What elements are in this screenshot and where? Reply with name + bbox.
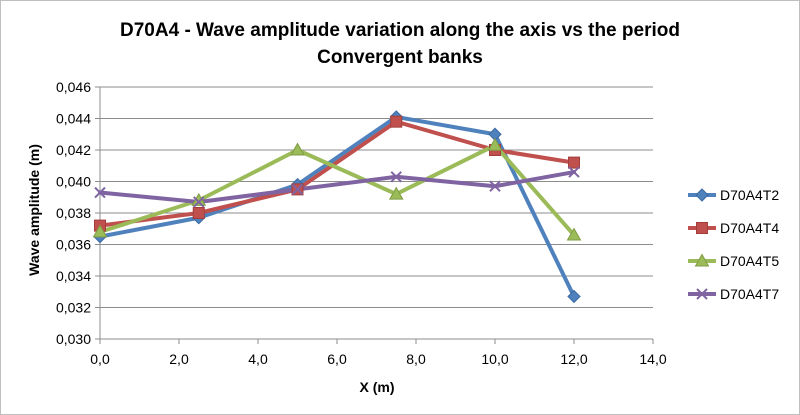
data-point-d70a4t5 <box>388 186 404 200</box>
legend-label: D70A4T7 <box>720 286 779 302</box>
legend-marker <box>695 188 709 202</box>
series-line-d70a4t4 <box>98 119 576 228</box>
data-point-d70a4t7 <box>390 171 402 183</box>
data-point-d70a4t5 <box>290 142 305 156</box>
chart-subtitle: Convergent banks <box>317 47 483 68</box>
x-tick-label: 8,0 <box>406 351 426 367</box>
legend-marker <box>696 222 708 234</box>
legend-item-d70a4t4: D70A4T4 <box>688 220 779 236</box>
series-line-d70a4t7 <box>98 170 576 204</box>
legend-marker <box>694 253 710 267</box>
y-tick-label: 0,040 <box>56 174 91 190</box>
legend-label: D70A4T5 <box>720 253 779 269</box>
y-tick-label: 0,030 <box>56 331 91 347</box>
x-tick-label: 12,0 <box>560 351 587 367</box>
x-tick-label: 10,0 <box>481 351 508 367</box>
x-marker-stroke <box>193 196 205 208</box>
data-point-d70a4t7 <box>193 196 205 208</box>
chart-title: D70A4 - Wave amplitude variation along t… <box>120 20 680 41</box>
y-tick-label: 0,032 <box>56 300 91 316</box>
y-tick-label: 0,034 <box>56 268 91 284</box>
data-point-d70a4t7 <box>291 183 304 196</box>
axes <box>95 86 654 344</box>
legend-item-d70a4t5: D70A4T5 <box>688 253 779 269</box>
y-tick-label: 0,036 <box>56 237 91 253</box>
data-point-d70a4t7 <box>489 180 501 192</box>
legend-item-d70a4t7: D70A4T7 <box>688 286 779 302</box>
legend: D70A4T2 D70A4T4 D70A4T5 D70A4T7 <box>688 187 779 302</box>
series-lines <box>92 110 582 304</box>
data-point-d70a4t5 <box>566 227 582 241</box>
data-point-d70a4t5 <box>487 137 503 151</box>
y-tick-label: 0,038 <box>56 205 91 221</box>
x-marker-stroke <box>390 171 402 183</box>
legend-marker <box>696 288 708 300</box>
data-point-d70a4t7 <box>94 186 106 199</box>
series-line-d70a4t5 <box>98 143 576 238</box>
x-marker-stroke <box>489 180 501 192</box>
y-tick-label: 0,046 <box>56 79 91 95</box>
x-marker-stroke <box>696 288 708 300</box>
x-marker-stroke <box>291 183 304 196</box>
series-line-d70a4t2 <box>98 114 576 299</box>
y-axis-title: Wave amplitude (m) <box>26 144 42 276</box>
x-tick-label: 4,0 <box>248 351 268 367</box>
data-point-d70a4t5 <box>92 224 108 238</box>
data-point-d70a4t2 <box>567 289 581 304</box>
x-axis-title: X (m) <box>360 379 395 395</box>
legend-label: D70A4T4 <box>720 220 779 236</box>
data-point-d70a4t4 <box>192 207 205 219</box>
data-point-d70a4t4 <box>390 115 403 128</box>
data-point-d70a4t7 <box>568 166 580 178</box>
x-marker-stroke <box>94 186 106 199</box>
x-tick-label: 6,0 <box>327 351 347 367</box>
x-marker-stroke <box>568 166 580 178</box>
data-point-d70a4t4 <box>568 156 580 169</box>
y-tick-label: 0,042 <box>56 142 91 158</box>
tick-labels: 0,030 0,032 0,034 0,036 0,038 0,040 0,042 0,044… <box>56 79 667 367</box>
x-tick-label: 0,0 <box>90 351 110 367</box>
gridlines <box>100 86 653 308</box>
y-tick-label: 0,044 <box>56 111 91 127</box>
x-tick-label: 2,0 <box>169 351 189 367</box>
x-tick-label: 14,0 <box>639 351 666 367</box>
legend-label: D70A4T2 <box>720 187 779 203</box>
legend-item-d70a4t2: D70A4T2 <box>688 187 779 203</box>
